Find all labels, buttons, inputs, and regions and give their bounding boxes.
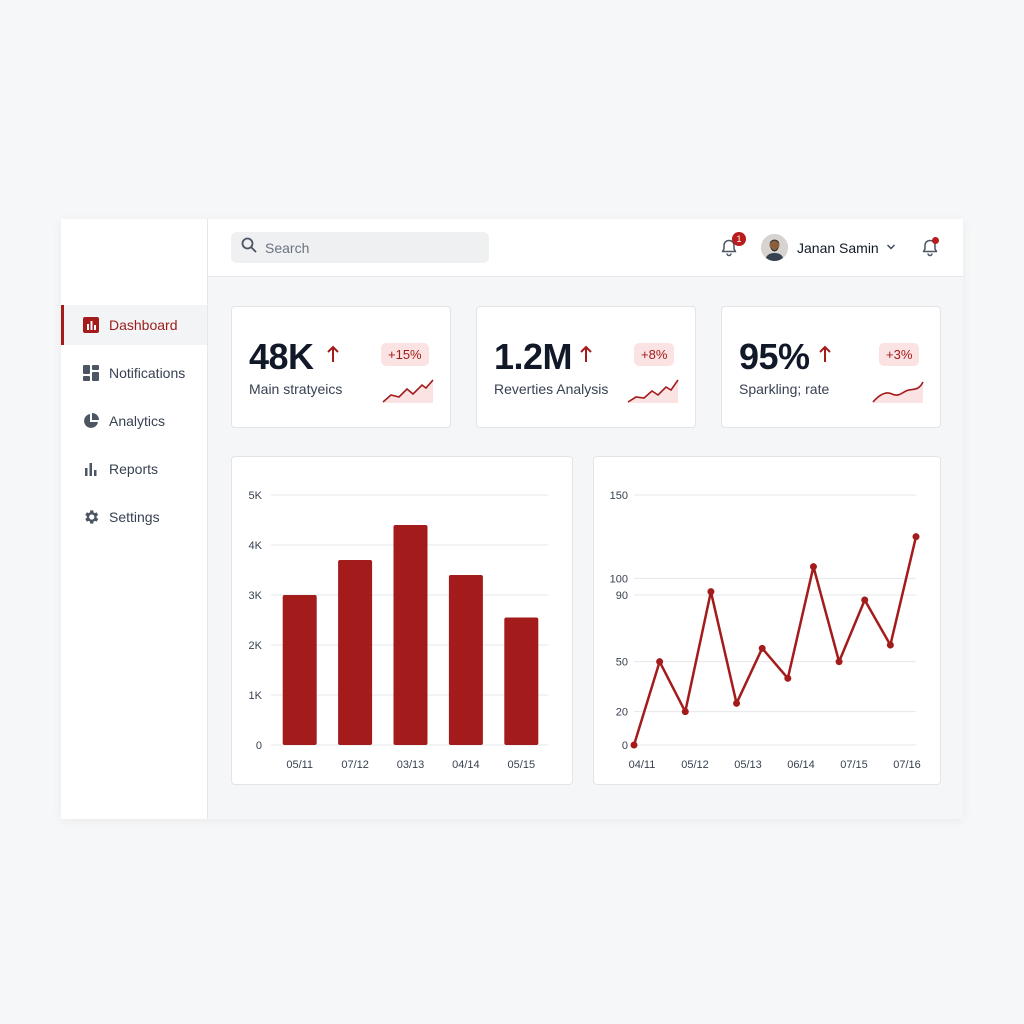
dashboard-window: Dashboard Notifications Analytics Report… [61, 219, 963, 819]
line-chart: 0 20 50 90 100 150 04/11 05/12 05/13 06/14 07/15 07… [610, 490, 921, 771]
top-bar: 1 Janan Samin [208, 219, 963, 277]
data-point [681, 708, 689, 716]
data-point [835, 658, 843, 666]
change-badge: +3% [879, 343, 920, 366]
bar-chart-icon [81, 315, 101, 335]
data-point [656, 658, 664, 666]
sidebar-item-label: Dashboard [109, 317, 178, 333]
sparkline [627, 379, 679, 403]
x-tick-label: 06/14 [787, 759, 815, 771]
data-point [707, 588, 715, 596]
bar [448, 575, 483, 745]
stat-label: Main stratyeics [249, 381, 343, 397]
search-box[interactable] [231, 232, 489, 263]
bell-icon [719, 239, 739, 262]
arrow-up-icon [325, 344, 341, 364]
change-badge: +8% [634, 343, 675, 366]
stat-card: 1.2M +8% Reverties Analysis [476, 306, 696, 428]
sidebar-item-label: Reports [109, 461, 159, 477]
bell-icon [920, 239, 940, 262]
x-tick-label: 07/12 [341, 759, 369, 771]
stat-value: 95% [739, 336, 810, 377]
data-point [733, 699, 741, 707]
sidebar-item-reports[interactable]: Reports [61, 449, 207, 489]
data-point [758, 644, 766, 652]
bar-chart-card: 0 1K 2K 3K 4K 5K 05/11 07/12 03/13 04/14 05/15 [231, 456, 573, 785]
sidebar-item-label: Analytics [109, 413, 166, 429]
grid-icon [81, 363, 101, 383]
y-tick-label: 0 [256, 740, 262, 752]
sidebar-item-dashboard[interactable]: Dashboard [61, 305, 207, 345]
bar [504, 617, 539, 745]
data-point [809, 563, 817, 571]
alerts-button[interactable] [920, 237, 940, 258]
x-tick-label: 07/15 [840, 759, 868, 771]
gear-icon [81, 507, 101, 527]
x-tick-label: 03/13 [397, 759, 425, 771]
x-tick-label: 05/15 [508, 759, 536, 771]
bar [393, 525, 428, 745]
x-tick-label: 05/13 [734, 759, 762, 771]
data-point [784, 674, 792, 682]
bar [338, 560, 373, 745]
y-tick-label: 100 [610, 573, 628, 585]
bar-chart: 0 1K 2K 3K 4K 5K 05/11 07/12 03/13 04/14 05/15 [249, 490, 548, 771]
y-tick-label: 20 [616, 707, 628, 719]
stat-label: Reverties Analysis [494, 381, 609, 397]
sidebar-item-label: Settings [109, 509, 160, 525]
sidebar: Dashboard Notifications Analytics Report… [61, 219, 208, 819]
bar-graph-icon [81, 459, 101, 479]
y-tick-label: 3K [249, 590, 263, 602]
y-tick-label: 2K [249, 640, 263, 652]
y-tick-label: 5K [249, 490, 263, 502]
avatar [761, 234, 788, 261]
x-tick-label: 07/16 [893, 759, 921, 771]
x-tick-label: 05/12 [681, 759, 709, 771]
stat-card: 48K +15% Main stratyeics [231, 306, 451, 428]
sparkline [382, 379, 434, 403]
change-badge: +15% [381, 343, 429, 366]
sidebar-item-label: Notifications [109, 365, 186, 381]
alert-dot [932, 237, 939, 244]
stat-card: 95% +3% Sparkling; rate [721, 306, 941, 428]
arrow-up-icon [578, 344, 594, 364]
main-content: 1 Janan Samin 48K [208, 219, 963, 819]
notifications-button[interactable]: 1 [719, 232, 746, 258]
sidebar-item-notifications[interactable]: Notifications [61, 353, 207, 393]
x-tick-label: 04/14 [452, 759, 480, 771]
y-tick-label: 150 [610, 490, 628, 502]
x-tick-label: 05/11 [286, 759, 313, 771]
data-point [912, 533, 920, 541]
sidebar-item-settings[interactable]: Settings [61, 497, 207, 537]
data-point [861, 596, 869, 604]
stat-value: 48K [249, 336, 314, 377]
sparkline [872, 381, 924, 403]
y-tick-label: 50 [616, 657, 628, 669]
series-line [632, 536, 918, 746]
x-tick-label: 04/11 [629, 759, 656, 771]
search-input[interactable] [265, 239, 475, 256]
notification-count-badge: 1 [732, 232, 746, 246]
line-chart-card: 0 20 50 90 100 150 04/11 05/12 05/13 06/14 07/15 07… [593, 456, 941, 785]
chevron-down-icon [886, 239, 896, 257]
data-point [886, 641, 894, 649]
arrow-up-icon [817, 344, 833, 364]
y-tick-label: 1K [249, 690, 263, 702]
stat-label: Sparkling; rate [739, 381, 830, 397]
search-icon [241, 237, 257, 258]
bar [282, 595, 317, 745]
sidebar-item-analytics[interactable]: Analytics [61, 401, 207, 441]
pie-chart-icon [81, 411, 101, 431]
y-tick-label: 0 [622, 740, 628, 752]
y-tick-label: 4K [249, 540, 263, 552]
data-point [630, 741, 638, 749]
stat-value: 1.2M [494, 336, 573, 377]
y-tick-label: 90 [616, 590, 628, 602]
user-name: Janan Samin [797, 239, 879, 256]
user-menu[interactable]: Janan Samin [761, 234, 896, 261]
